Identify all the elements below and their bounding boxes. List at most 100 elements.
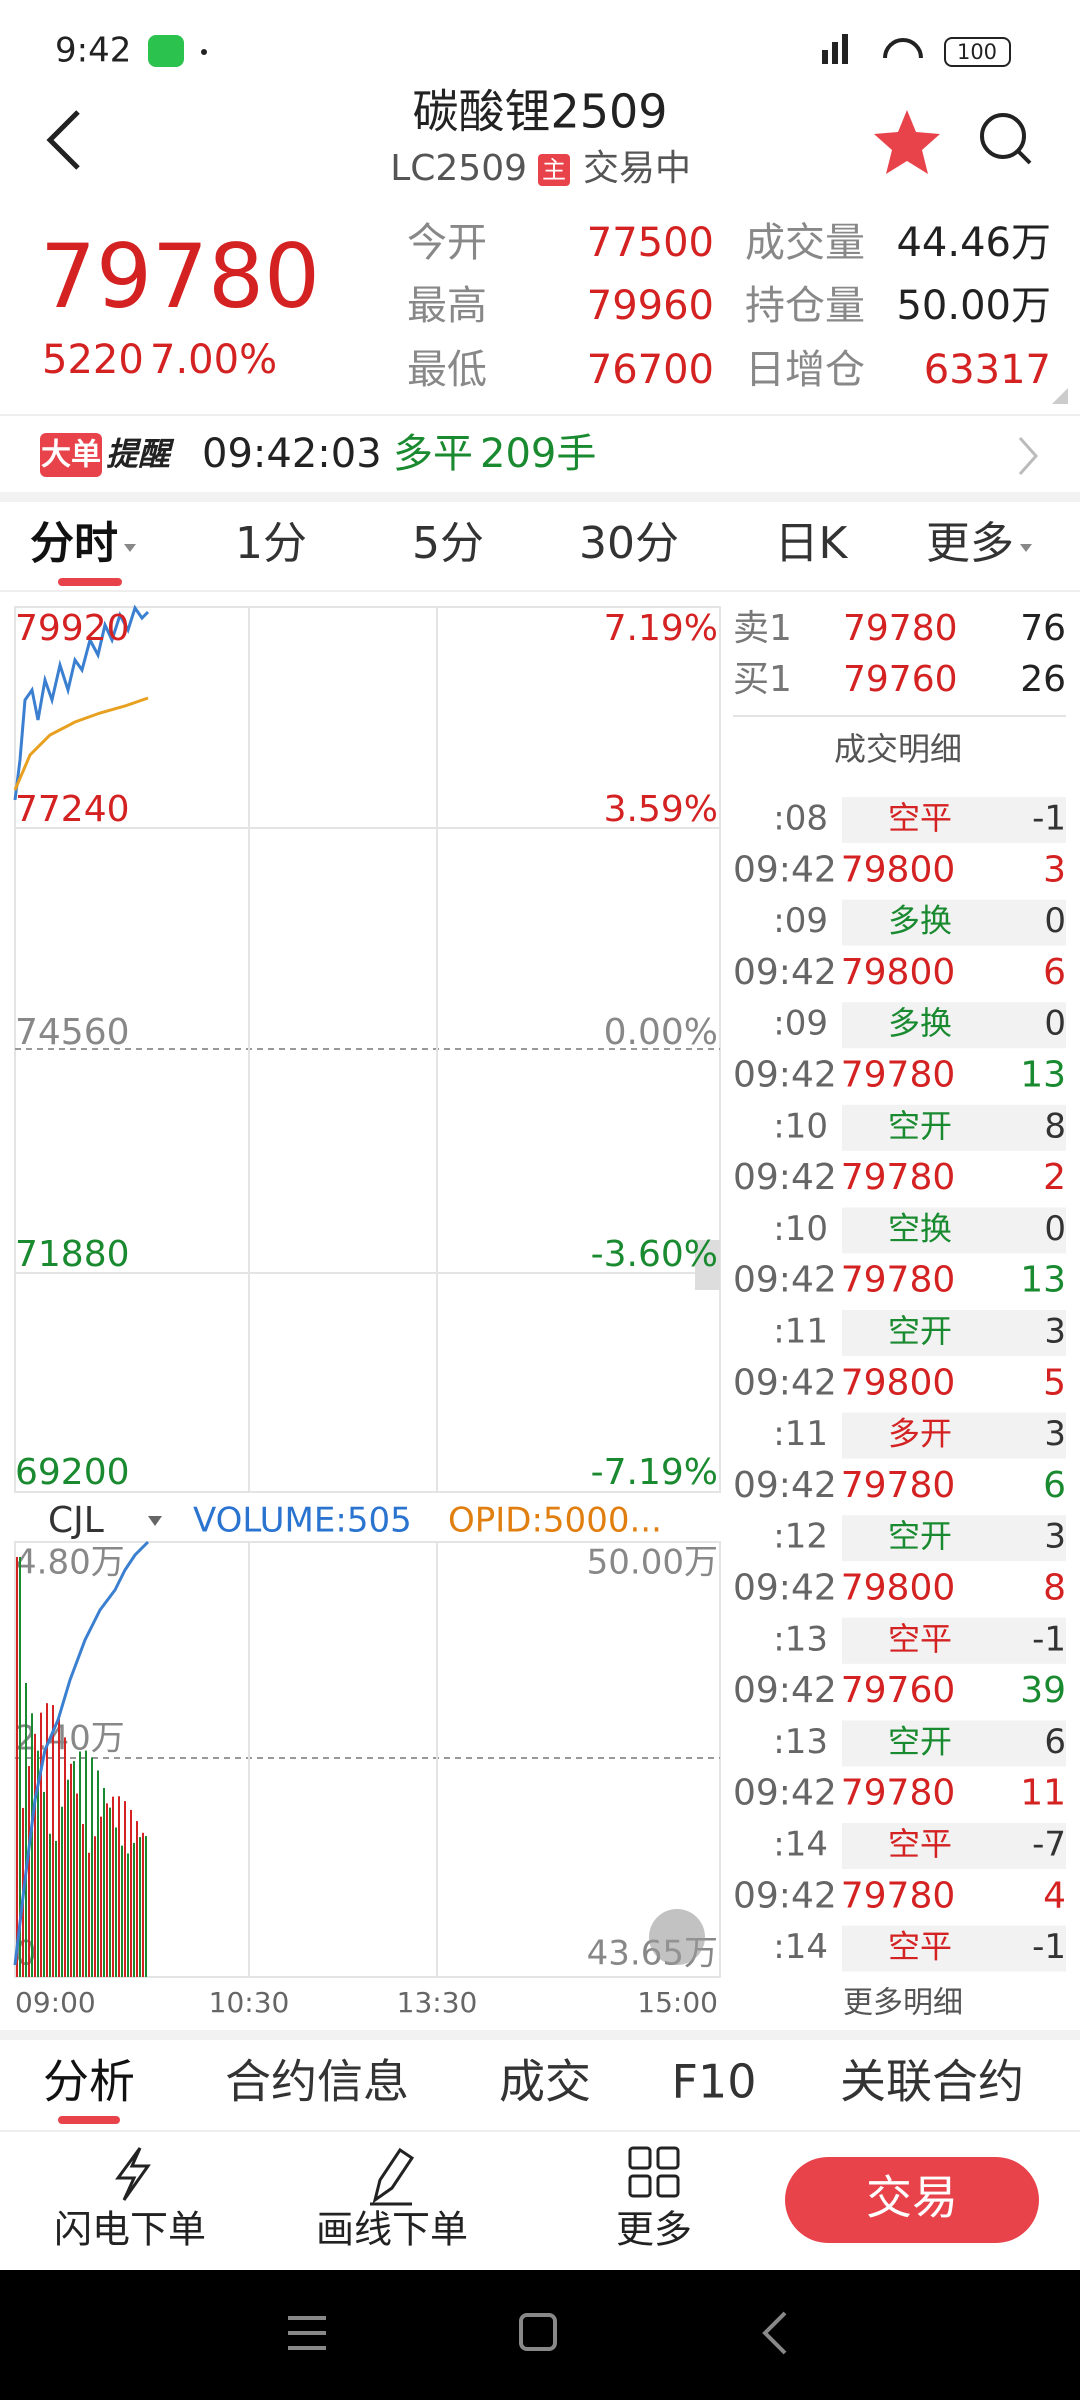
status-time: 9:42 (55, 31, 131, 71)
volume-bar (76, 1793, 78, 1977)
more-detail[interactable]: 更多明细 (843, 1986, 963, 2021)
chart-labels: 79920 7.19% 77240 3.59% 74560 0.00% 71880 -3.60… (15, 608, 718, 2019)
volume-bar (25, 1682, 27, 1977)
period-tab[interactable]: 1分 (235, 518, 307, 569)
volume-value: VOLUME:505 (193, 1501, 412, 1541)
signal-icon (822, 50, 828, 64)
action-label[interactable]: 画线下单 (316, 2208, 468, 2252)
volume-bar (82, 1823, 84, 1977)
volume-bar (64, 1737, 66, 1977)
trade-button-text[interactable]: 交易 (866, 2171, 958, 2225)
time-axis-label: 10:30 (209, 1986, 290, 2019)
tab-underline (58, 578, 122, 586)
trade-qty: 2 (1043, 1157, 1066, 1198)
bottom-tab[interactable]: 分析 (43, 2055, 135, 2109)
stat-label: 成交量 (745, 220, 865, 266)
alert-tag-text: 大单 (41, 438, 101, 473)
book-price: 79780 (843, 608, 958, 649)
trade-time: 09:42 (733, 1465, 837, 1506)
trade-change: 0 (1044, 1004, 1066, 1044)
volume-bar (91, 1757, 93, 1977)
corner-mark (1052, 388, 1068, 404)
trade-price: 79800 (841, 849, 956, 890)
volume-bar (100, 1816, 102, 1977)
oi-axis-label: 50.00万 (587, 1543, 718, 1583)
bottom-tab[interactable]: 合约信息 (225, 2055, 409, 2109)
trade-state: 交易中 (583, 148, 691, 189)
trade-sub-time: :13 (773, 1619, 828, 1659)
last-price: 79780 (40, 225, 320, 328)
tab-dropdown (124, 544, 136, 552)
trade-change: -1 (1032, 1927, 1066, 1967)
trade-time: 09:42 (733, 1875, 837, 1916)
period-tabs: 分时 1分 5分 30分 日K 更多 (30, 518, 1032, 569)
price-change-percent: 7.00% (150, 337, 277, 383)
favorite-star[interactable] (874, 110, 940, 174)
stat-value: 76700 (587, 347, 714, 393)
bottom-tab[interactable]: 成交 (499, 2055, 591, 2109)
back-button[interactable] (46, 110, 80, 170)
trade-type: 多换 (888, 1004, 952, 1042)
alert-tag (40, 433, 102, 477)
volume-bar (142, 1832, 144, 1977)
period-tab[interactable]: 5分 (412, 518, 484, 569)
trade-sub-bg (842, 1002, 1066, 1049)
volume-bar (70, 1763, 72, 1977)
volume-bar (73, 1761, 75, 1977)
trade-qty: 5 (1043, 1362, 1066, 1403)
trade-qty: 39 (1020, 1670, 1066, 1711)
action-label[interactable]: 更多 (616, 2208, 692, 2252)
book-label: 买1 (733, 659, 792, 700)
chart-grid (14, 606, 721, 1978)
trade-time: 09:42 (733, 1260, 837, 1301)
volume-bar (61, 1806, 63, 1977)
period-tab[interactable]: 更多 (926, 518, 1014, 569)
period-tab[interactable]: 日K (775, 518, 849, 569)
nav-icons (288, 2311, 787, 2355)
time-axis-label: 15:00 (637, 1986, 718, 2019)
trade-sub-time: :14 (773, 1927, 828, 1967)
volume-bar (37, 1750, 39, 1977)
stat-label: 今开 (407, 220, 487, 266)
detail-title: 成交明细 (834, 730, 962, 768)
price-line (13, 604, 150, 801)
period-tab[interactable]: 分时 (30, 518, 118, 569)
wifi-icon (883, 38, 923, 59)
price-axis-label: 77240 (15, 789, 130, 830)
volume-bar (124, 1801, 126, 1977)
more-icon (628, 2146, 680, 2198)
trade-qty: 4 (1043, 1875, 1066, 1916)
trade-button[interactable] (785, 2157, 1039, 2243)
trade-sub-time: :08 (773, 799, 828, 839)
time-axis-label: 13:30 (397, 1986, 478, 2019)
bottom-tab[interactable]: F10 (672, 2055, 757, 2109)
indicator-name[interactable]: CJL (48, 1500, 104, 1541)
alert-arrow[interactable] (1018, 437, 1039, 475)
open-interest-line (13, 1540, 150, 1966)
volume-bar (58, 1717, 60, 1977)
trade-sub-bg (842, 1617, 1066, 1664)
volume-bar (136, 1821, 138, 1977)
tab-dropdown (1020, 544, 1032, 552)
volume-bar (145, 1836, 147, 1977)
trade-sub-bg (842, 1207, 1066, 1254)
time-axis-label: 09:00 (15, 1986, 96, 2019)
period-tab[interactable]: 30分 (579, 518, 679, 569)
trade-sub-bg (842, 1823, 1066, 1869)
percent-axis-label: -3.60% (591, 1234, 718, 1275)
bottom-tab[interactable]: 关联合约 (840, 2055, 1024, 2109)
trade-price: 79800 (841, 1362, 956, 1403)
trade-time: 09:42 (733, 1773, 837, 1814)
trade-change: 0 (1044, 901, 1066, 941)
expand-button[interactable] (649, 1909, 705, 1965)
trade-sub-bg (842, 1720, 1066, 1767)
trade-sub-time: :09 (773, 1004, 828, 1044)
tab-underline (58, 2116, 120, 2124)
action-label[interactable]: 闪电下单 (54, 2208, 206, 2252)
indicator-dropdown[interactable] (148, 1516, 162, 1526)
main-badge-text: 主 (542, 156, 566, 184)
volume-bar (94, 1836, 96, 1977)
search-button[interactable] (980, 113, 1026, 159)
